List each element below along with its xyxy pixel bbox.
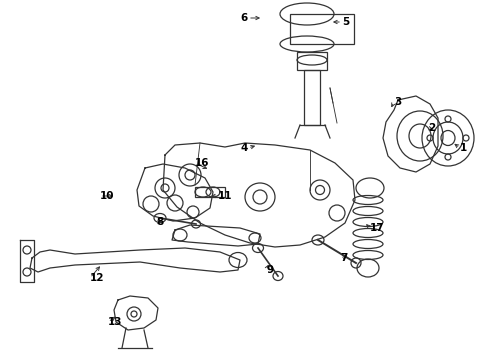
Bar	[195, 187, 225, 197]
Text: 16: 16	[195, 158, 210, 168]
Text: 9: 9	[266, 265, 273, 275]
Text: 5: 5	[342, 17, 349, 27]
Text: 12: 12	[90, 273, 104, 283]
Text: 17: 17	[370, 223, 385, 233]
Bar	[304, 70, 320, 125]
Text: 3: 3	[394, 97, 401, 107]
Text: 1: 1	[460, 143, 467, 153]
Text: 10: 10	[100, 191, 115, 201]
Text: 13: 13	[108, 317, 122, 327]
Text: 8: 8	[156, 217, 163, 227]
Text: 2: 2	[428, 123, 435, 133]
Text: 6: 6	[241, 13, 248, 23]
Bar	[297, 52, 327, 70]
Text: 7: 7	[340, 253, 347, 263]
Text: 11: 11	[218, 191, 232, 201]
Text: 4: 4	[241, 143, 248, 153]
Bar	[290, 14, 354, 44]
